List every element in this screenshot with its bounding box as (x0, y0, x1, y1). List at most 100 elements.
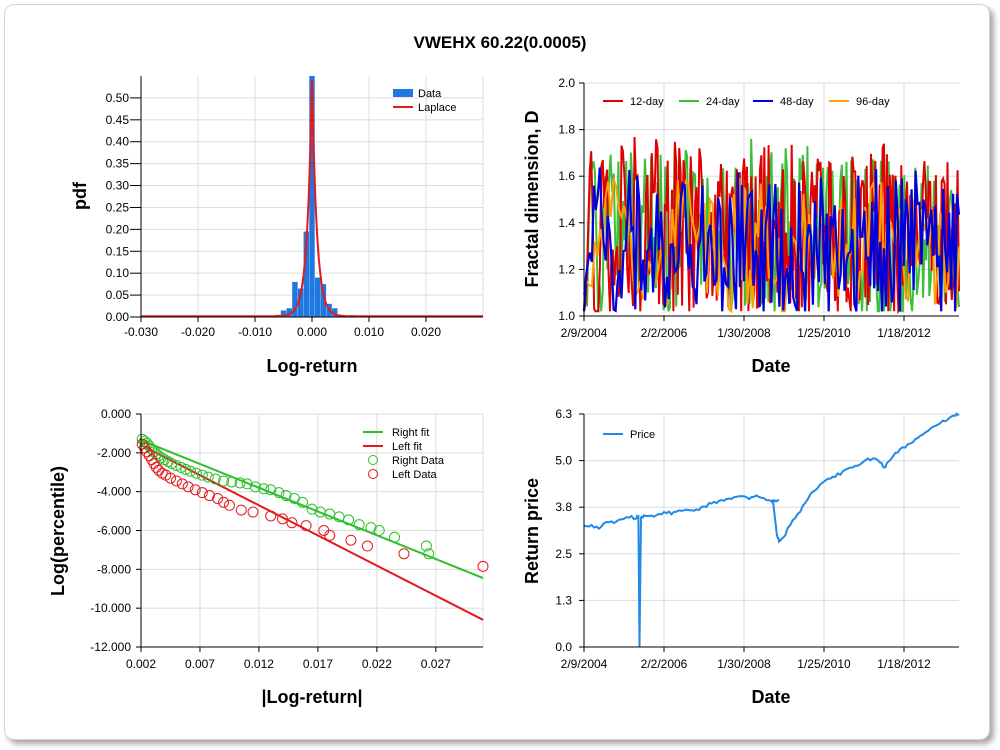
tail-data-point (218, 496, 230, 508)
legend-label-24-day: 24-day (706, 96, 740, 108)
fractal-series-line-48-day (582, 167, 961, 313)
pdf-y-tick-label: 0.30 (106, 179, 130, 193)
fractal-y-tick-label: 1.2 (558, 262, 575, 276)
fractal-x-tick-label: 2/2/2006 (641, 326, 688, 340)
tail-x-tick-label: 0.012 (244, 657, 274, 671)
fractal-panel: 2/9/2004 2/2/2006 1/30/2008 1/25/2010 1/18/2… (522, 76, 961, 376)
tail-data-point (324, 529, 336, 541)
tail-x-tick-label: 0.002 (126, 657, 156, 671)
fractal-x-tick-label: 1/18/2012 (877, 326, 931, 340)
price-panel: 2/9/2004 2/2/2006 1/30/2008 1/25/2010 1/18/2… (522, 407, 960, 707)
tail-data-point (241, 478, 253, 490)
fractal-ylabel: Fractal dimension, D (522, 110, 542, 287)
tail-data-point (209, 473, 221, 485)
price-xlabel: Date (751, 687, 790, 707)
pdf-x-tick-label: 0.020 (411, 325, 441, 339)
fractal-xlabel: Date (751, 356, 790, 376)
pdf-xlabel: Log-return (267, 356, 358, 376)
tail-data-point (389, 531, 401, 543)
price-x-tick-label: 1/18/2012 (877, 657, 931, 671)
tail-y-tick-label: -8.000 (97, 562, 131, 576)
price-y-tick-label: 2.5 (555, 547, 572, 561)
pdf-y-tick-label: 0.35 (106, 157, 130, 171)
price-y-tick-label: 1.3 (555, 593, 572, 607)
page-title: VWEHX 60.22(0.0005) (413, 33, 587, 52)
tail-data-point (423, 548, 435, 560)
tail-data-point (212, 492, 224, 504)
tail-data-point (353, 519, 365, 531)
tail-data-point (265, 484, 277, 496)
tail-data-point (218, 475, 230, 487)
pdf-y-tick-label: 0.15 (106, 244, 130, 258)
price-x-tick-label: 2/9/2004 (561, 657, 608, 671)
tail-data-point (176, 478, 188, 490)
fractal-y-tick-label: 1.0 (558, 309, 575, 323)
pdf-x-tick-label: -0.020 (181, 325, 215, 339)
tail-data-point (182, 481, 194, 493)
pdf-bar (292, 281, 298, 317)
pdf-bar (320, 284, 327, 317)
fractal-y-tick-label: 1.4 (558, 216, 575, 230)
pdf-x-tick-label: -0.010 (238, 325, 272, 339)
legend-swatch-data (393, 89, 413, 97)
tail-y-tick-label: -2.000 (97, 446, 131, 460)
tail-data-point (170, 475, 182, 487)
legend-label-laplace: Laplace (418, 102, 457, 114)
tail-data-point (196, 469, 208, 481)
tail-ylabel: Log(percentile) (48, 466, 68, 596)
pdf-x-tick-label: 0.010 (354, 325, 384, 339)
price-x-tick-label: 1/25/2010 (797, 657, 851, 671)
tail-panel: 0.002 0.007 0.012 0.017 0.022 0.027 0.000 -2.00… (48, 407, 489, 707)
pdf-y-tick-label: 0.20 (106, 222, 130, 236)
legend-label-Right Data: Right Data (392, 455, 445, 467)
legend-swatch-Right Data (368, 455, 378, 465)
tail-x-tick-label: 0.007 (185, 657, 215, 671)
tail-data-point (202, 471, 214, 483)
pdf-y-tick-label: 0.10 (106, 266, 130, 280)
tail-data-point (235, 504, 247, 516)
tail-xlabel: |Log-return| (261, 687, 362, 707)
tail-data-point (258, 483, 270, 495)
tail-data-point (170, 459, 182, 471)
legend-swatch-Left Data (368, 469, 378, 479)
tail-data-point (277, 513, 289, 525)
tail-y-tick-label: -12.000 (90, 640, 131, 654)
pdf-y-tick-label: 0.25 (106, 200, 130, 214)
tail-data-point (420, 540, 432, 552)
tail-data-point (300, 520, 312, 532)
tail-data-point (247, 506, 259, 518)
legend-label-Right fit: Right fit (392, 427, 429, 439)
tail-x-tick-label: 0.027 (421, 657, 451, 671)
legend-label-Left fit: Left fit (392, 441, 422, 453)
pdf-bar (303, 231, 310, 317)
pdf-bars (275, 76, 435, 317)
legend-label-price: Price (630, 429, 655, 441)
fractal-x-tick-label: 1/25/2010 (797, 326, 851, 340)
tail-data-point (164, 472, 176, 484)
fractal-y-tick-label: 1.6 (558, 169, 575, 183)
tail-data-point (203, 490, 215, 502)
pdf-bar (286, 308, 292, 317)
tail-data-point (189, 484, 201, 496)
price-ylabel: Return price (522, 478, 542, 584)
fractal-x-tick-label: 1/30/2008 (717, 326, 771, 340)
fractal-y-tick-label: 1.8 (558, 123, 575, 137)
pdf-panel: -0.030 -0.020 -0.010 0.000 0.010 0.020 0.00 0.0… (70, 76, 484, 376)
tail-data-point (249, 481, 261, 493)
pdf-bar (280, 310, 287, 317)
tail-data-point (190, 467, 202, 479)
price-y-tick-label: 0.0 (555, 640, 572, 654)
tail-data-point (226, 476, 238, 488)
tail-data-point (286, 517, 298, 529)
pdf-y-tick-label: 0.45 (106, 113, 130, 127)
tail-data-point (166, 458, 178, 470)
tail-data-point (373, 525, 385, 536)
pdf-y-tick-label: 0.50 (106, 91, 130, 105)
pdf-x-tick-label: -0.030 (124, 325, 158, 339)
legend-label-12-day: 12-day (630, 96, 664, 108)
pdf-bar (309, 76, 315, 317)
pdf-bar (297, 288, 304, 317)
tail-fit-line-Right fit (140, 439, 484, 579)
pdf-y-tick-label: 0.00 (106, 310, 130, 324)
